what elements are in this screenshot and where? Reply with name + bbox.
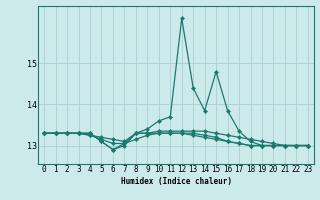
- X-axis label: Humidex (Indice chaleur): Humidex (Indice chaleur): [121, 177, 231, 186]
